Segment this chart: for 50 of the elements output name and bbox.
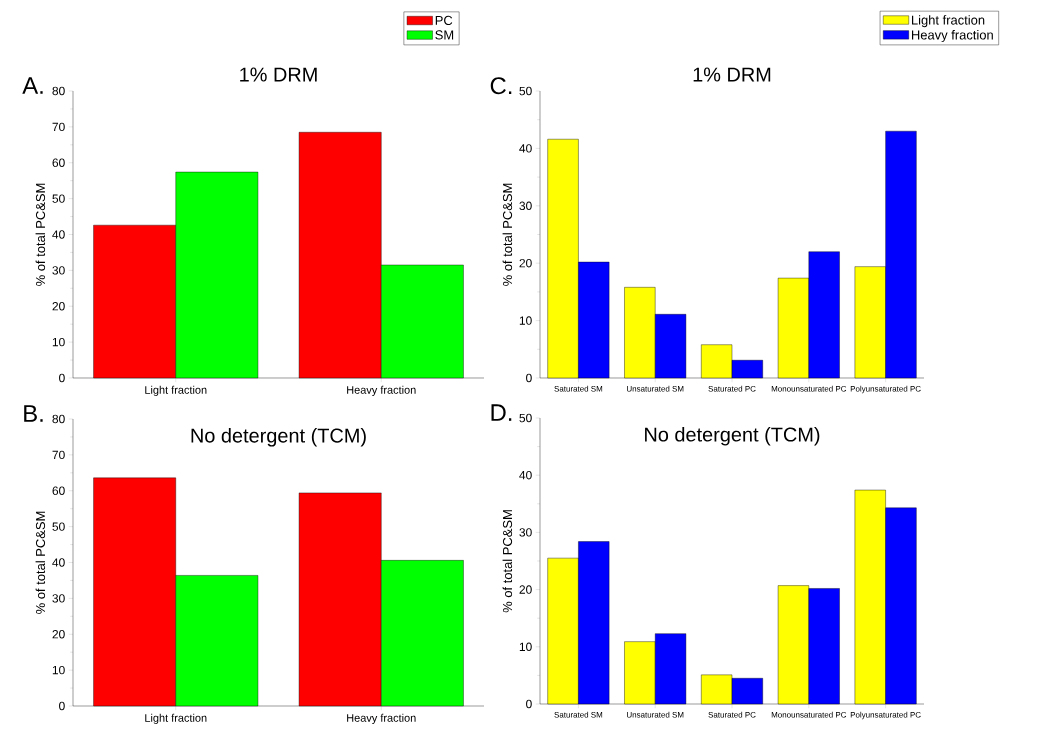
- y-tick-label: 30: [52, 594, 65, 603]
- chart-title: No detergent (TCM): [191, 428, 366, 447]
- legend-label: SM: [435, 30, 454, 40]
- y-tick-label: 60: [52, 158, 65, 167]
- y-tick-label: 80: [52, 414, 65, 424]
- legend-label: Heavy fraction: [912, 30, 993, 43]
- y-tick-label: 50: [519, 86, 532, 96]
- chart-title: 1% DRM: [240, 67, 317, 82]
- y-axis-title: % of total PC&SM: [502, 510, 513, 613]
- y-axis-title: % of total PC&SM: [35, 511, 46, 614]
- y-axis-title: % of total PC&SM: [35, 183, 46, 286]
- y-tick-label: 40: [519, 144, 532, 153]
- y-tick-label: 80: [52, 86, 65, 96]
- y-tick-label: 40: [52, 558, 65, 567]
- text: D.: [491, 404, 512, 421]
- y-tick-label: 30: [519, 201, 532, 211]
- chart-title: No detergent (TCM): [645, 426, 820, 446]
- y-tick-label: 0: [59, 373, 65, 383]
- y-tick-label: 20: [52, 630, 65, 639]
- y-axis-title: % of total PC&SM: [502, 183, 513, 286]
- x-tick-label: Light fraction: [145, 713, 207, 724]
- x-tick-label: Heavy fraction: [347, 713, 416, 724]
- y-tick-label: 0: [59, 701, 65, 711]
- y-tick-label: 40: [52, 230, 65, 239]
- y-tick-label: 50: [52, 522, 65, 531]
- y-tick-label: 30: [519, 528, 532, 537]
- y-tick-label: 70: [52, 122, 65, 132]
- chart-title: 1% DRM: [693, 67, 771, 82]
- text: B.: [24, 405, 43, 422]
- y-tick-label: 60: [52, 486, 65, 495]
- y-tick-label: 20: [52, 302, 65, 311]
- y-tick-label: 20: [519, 585, 532, 594]
- y-tick-label: 10: [52, 337, 65, 347]
- y-tick-label: 50: [52, 194, 65, 203]
- y-tick-label: 0: [526, 373, 532, 383]
- y-tick-label: 10: [519, 642, 532, 652]
- y-tick-label: 20: [519, 258, 532, 268]
- legend-label: PC: [435, 15, 453, 25]
- y-tick-label: 0: [526, 699, 532, 709]
- text: C.: [490, 77, 512, 95]
- y-tick-label: 50: [519, 413, 532, 423]
- y-tick-label: 70: [52, 450, 65, 460]
- y-tick-label: 10: [52, 665, 65, 675]
- legend-label: Light fraction: [912, 15, 985, 28]
- x-tick-label: Light fraction: [145, 385, 207, 396]
- y-tick-label: 10: [519, 316, 532, 325]
- y-tick-label: 40: [519, 470, 532, 480]
- text: A.: [22, 77, 43, 94]
- x-tick-label: Heavy fraction: [347, 385, 416, 396]
- y-tick-label: 30: [52, 266, 65, 275]
